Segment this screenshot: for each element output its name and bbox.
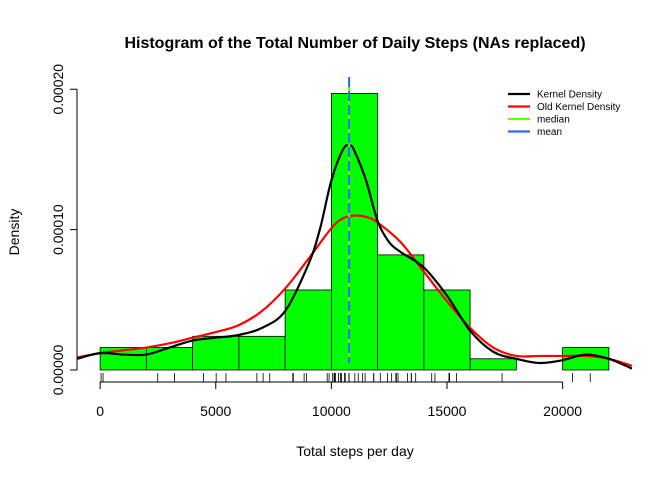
density-curves <box>77 143 632 370</box>
chart-title: Histogram of the Total Number of Daily S… <box>124 35 585 52</box>
old-kernel-density-curve <box>77 214 632 367</box>
histogram-bar <box>192 335 240 371</box>
y-tick-label: 0.00000 <box>50 344 66 395</box>
legend-label: Kernel Density <box>537 90 602 101</box>
histogram-bar <box>238 335 286 371</box>
x-axis: 0 5000 10000 15000 20000 <box>96 381 582 419</box>
histogram-bar <box>284 289 332 371</box>
histogram-bars <box>99 93 610 371</box>
y-axis-label: Density <box>6 209 22 256</box>
legend-label: mean <box>537 127 562 138</box>
y-tick-label: 0.00020 <box>50 64 66 115</box>
x-axis-label: Total steps per day <box>296 443 414 459</box>
histogram-bar <box>423 289 471 371</box>
kernel-density-curve <box>77 143 632 370</box>
histogram-bar <box>145 347 194 371</box>
rug-marks <box>100 373 591 382</box>
y-axis: 0.00000 0.00010 0.00020 <box>50 64 78 395</box>
histogram-bar <box>377 254 425 371</box>
x-tick-label: 0 <box>96 403 104 419</box>
x-tick-label: 5000 <box>200 403 231 419</box>
histogram-bar <box>469 358 517 371</box>
legend-label: median <box>537 115 570 126</box>
x-tick-label: 20000 <box>543 403 582 419</box>
y-tick-label: 0.00010 <box>50 204 66 255</box>
legend-label: Old Kernel Density <box>537 102 620 113</box>
x-tick-label: 10000 <box>312 403 351 419</box>
x-tick-label: 15000 <box>428 403 467 419</box>
histogram-bar <box>330 93 379 371</box>
